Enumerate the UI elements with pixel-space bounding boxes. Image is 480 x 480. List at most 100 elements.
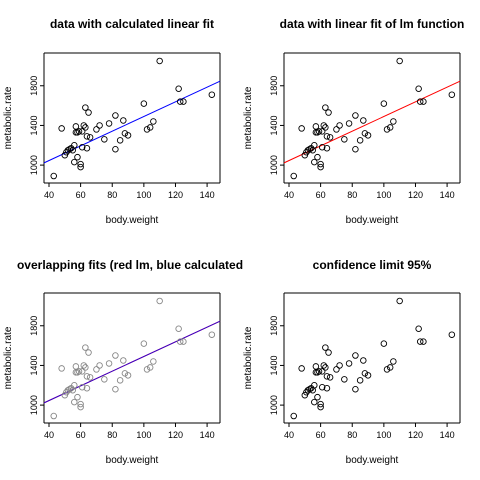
x-axis-label: body.weight xyxy=(346,215,399,226)
panel-title: overlapping fits (red lm, blue calculate… xyxy=(17,258,243,272)
data-point xyxy=(80,362,88,369)
x-tick-label: 100 xyxy=(376,430,391,440)
data-point xyxy=(323,133,331,140)
data-point xyxy=(326,374,334,381)
x-tick-label: 80 xyxy=(107,430,117,440)
x-tick-label: 140 xyxy=(200,190,215,200)
data-point xyxy=(175,85,182,92)
data-point xyxy=(416,338,424,345)
data-point xyxy=(311,382,318,389)
data-point xyxy=(175,325,182,332)
data-point xyxy=(85,109,92,116)
data-point xyxy=(325,349,332,356)
data-point xyxy=(124,372,132,379)
x-tick-label: 120 xyxy=(408,190,423,200)
data-point xyxy=(82,344,89,351)
data-point xyxy=(320,122,328,129)
data-point xyxy=(306,145,313,153)
x-tick-label: 120 xyxy=(408,430,423,440)
data-point xyxy=(290,172,297,180)
data-point xyxy=(352,112,359,119)
y-tick-label: 1800 xyxy=(269,316,279,336)
data-point xyxy=(64,386,72,394)
data-point xyxy=(74,129,81,136)
data-point xyxy=(208,91,216,98)
data-point xyxy=(318,144,326,151)
y-tick-label: 1000 xyxy=(269,395,279,415)
data-point xyxy=(448,331,456,338)
data-point xyxy=(383,126,391,133)
data-point xyxy=(74,153,81,161)
x-tick-label: 140 xyxy=(200,430,215,440)
data-point xyxy=(71,158,78,166)
data-point xyxy=(333,126,340,133)
data-point xyxy=(315,128,323,135)
data-point xyxy=(298,365,305,372)
data-point xyxy=(314,369,321,376)
data-point xyxy=(50,412,57,420)
data-point xyxy=(304,386,312,394)
data-point xyxy=(290,412,297,420)
data-point xyxy=(390,358,397,365)
data-point xyxy=(78,144,86,151)
data-point xyxy=(386,124,394,131)
y-tick-label: 1400 xyxy=(269,115,279,135)
data-point xyxy=(322,344,329,351)
data-point xyxy=(146,364,154,371)
x-tick-label: 140 xyxy=(440,190,455,200)
data-point xyxy=(336,122,343,129)
data-point xyxy=(386,364,394,371)
y-tick-label: 1000 xyxy=(29,155,39,175)
data-point xyxy=(74,369,81,376)
data-point xyxy=(356,377,364,384)
data-point xyxy=(101,376,108,383)
data-point xyxy=(333,366,340,373)
data-point xyxy=(396,297,403,305)
data-point xyxy=(314,153,321,161)
data-point xyxy=(105,120,113,127)
y-tick-label: 1800 xyxy=(269,76,279,96)
data-point xyxy=(77,160,84,168)
data-point xyxy=(360,117,367,124)
x-tick-label: 80 xyxy=(347,190,357,200)
data-point xyxy=(176,338,184,345)
data-point xyxy=(180,338,187,345)
data-point xyxy=(112,112,119,119)
x-tick-label: 100 xyxy=(136,190,151,200)
data-point xyxy=(364,132,372,139)
data-point xyxy=(83,133,91,140)
y-tick-label: 1000 xyxy=(269,155,279,175)
x-tick-label: 60 xyxy=(76,430,86,440)
panel-title: data with linear fit of lm function xyxy=(280,17,465,31)
y-tick-label: 1000 xyxy=(29,395,39,415)
y-tick-label: 1400 xyxy=(29,355,39,375)
y-tick-label: 1800 xyxy=(29,76,39,96)
data-point xyxy=(116,377,124,384)
x-tick-label: 140 xyxy=(440,430,455,440)
data-point xyxy=(322,364,329,371)
data-point xyxy=(415,325,422,332)
panel-title: data with calculated linear fit xyxy=(50,17,214,31)
data-point xyxy=(105,360,113,367)
data-point xyxy=(83,373,91,380)
data-point xyxy=(326,134,334,141)
data-point xyxy=(112,145,119,153)
data-point xyxy=(124,132,132,139)
data-point xyxy=(74,393,81,401)
x-tick-label: 80 xyxy=(107,190,117,200)
data-point xyxy=(396,57,403,65)
data-point xyxy=(364,372,372,379)
data-point xyxy=(352,385,359,393)
fit-line xyxy=(43,320,221,404)
data-point xyxy=(140,100,148,107)
data-point xyxy=(75,368,83,375)
data-point xyxy=(78,368,86,375)
data-point xyxy=(323,384,331,392)
panel-4: confidence limit 95% 40 60 80 100 120 140 1000 1… xyxy=(243,258,461,466)
data-point xyxy=(345,360,353,367)
panel-title: confidence limit 95% xyxy=(313,258,432,272)
data-point xyxy=(314,129,321,136)
data-point xyxy=(93,126,100,133)
data-point xyxy=(58,365,65,372)
x-tick-label: 60 xyxy=(316,430,326,440)
